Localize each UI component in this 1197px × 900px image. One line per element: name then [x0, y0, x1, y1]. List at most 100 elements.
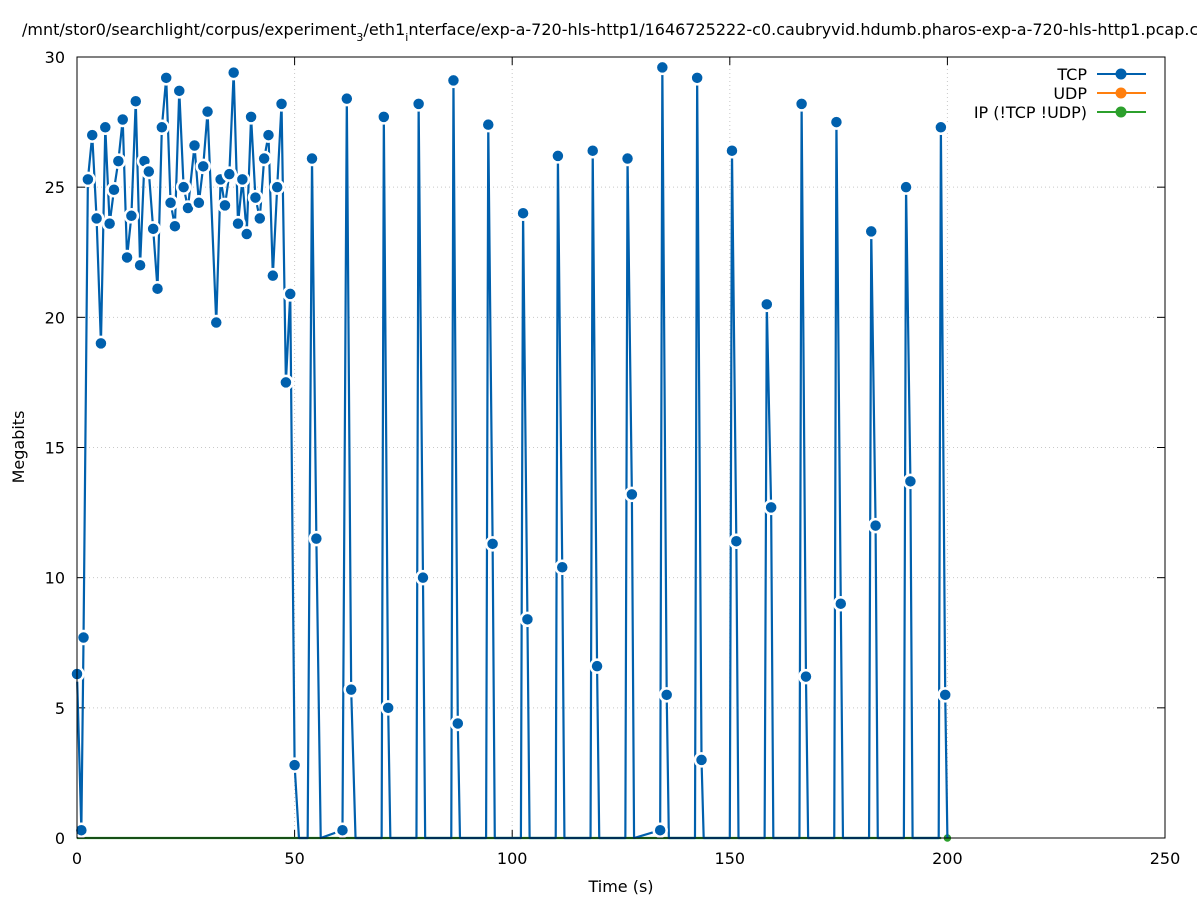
data-point-0 [484, 536, 501, 552]
data-point-0 [260, 127, 277, 143]
x-tick-label: 50 [284, 849, 304, 868]
chart-title-part-3: nterface/exp-a-720-hls-http1/1646725222-… [408, 20, 1197, 39]
data-point-0 [410, 96, 427, 112]
data-point-0 [238, 226, 255, 242]
data-point-0 [339, 90, 355, 107]
data-point-0 [933, 119, 949, 136]
data-point-0 [243, 109, 259, 125]
y-tick-label: 10 [45, 569, 65, 588]
chart-title: /mnt/stor0/searchlight/corpus/experiment… [22, 20, 1197, 44]
data-point-0 [171, 83, 188, 99]
data-point-0 [689, 70, 705, 86]
data-point-0 [728, 533, 745, 549]
data-point-0 [88, 210, 105, 227]
data-point-0 [73, 822, 90, 838]
x-tick-label: 100 [497, 849, 528, 868]
data-point-0 [199, 103, 216, 120]
data-point-0 [793, 96, 810, 112]
data-point-0 [343, 681, 359, 698]
grid-lines [77, 57, 1165, 838]
data-point-0 [93, 335, 109, 352]
data-point-0 [158, 70, 174, 86]
data-point-0 [282, 286, 298, 302]
data-point-0 [141, 163, 157, 180]
data-point-0 [110, 153, 127, 169]
data-point-0 [304, 150, 320, 167]
data-point-0 [693, 752, 710, 768]
data-point-0 [101, 215, 118, 232]
data-point-0 [550, 148, 566, 164]
data-point-0 [269, 179, 285, 195]
data-point-0 [97, 119, 114, 136]
data-point-0 [619, 150, 636, 167]
data-point-0 [450, 715, 466, 732]
data-point-0 [225, 64, 242, 81]
data-point-0 [833, 595, 849, 612]
data-point-0 [554, 559, 570, 576]
data-point-0 [84, 127, 100, 143]
data-point-0 [654, 59, 671, 76]
data-point-0 [380, 700, 396, 716]
data-point-0 [519, 611, 536, 628]
data-point-0 [106, 182, 122, 198]
data-point-0 [763, 499, 779, 516]
data-point-0 [128, 93, 144, 110]
chart-title-subscript-2: i [405, 31, 408, 44]
data-point-0 [286, 757, 303, 773]
data-point-0 [230, 215, 246, 232]
data-point-0 [247, 189, 264, 206]
y-tick-label: 20 [45, 308, 65, 327]
y-tick-label: 0 [55, 829, 65, 848]
x-tick-label: 250 [1150, 849, 1181, 868]
data-point-0 [308, 530, 325, 547]
data-point-0 [154, 119, 170, 136]
data-point-0 [798, 668, 814, 685]
data-point-0 [480, 116, 497, 133]
data-point-0 [149, 280, 166, 297]
data-point-0 [119, 249, 135, 266]
y-axis-label: Megabits [9, 411, 28, 484]
data-point-0 [624, 486, 640, 503]
data-point-0 [162, 195, 179, 211]
data-point-0 [415, 569, 431, 586]
data-point-0 [252, 210, 268, 227]
data-point-0 [256, 150, 272, 167]
axes: 0 50 100 150 200 250 0 5 10 15 20 25 30 [45, 48, 1181, 868]
data-point-0 [759, 296, 775, 313]
data-point-0 [589, 658, 605, 674]
data-point-0 [221, 166, 238, 182]
data-point-0 [75, 629, 92, 646]
series-layer [69, 59, 954, 845]
chart-title-part-1: /mnt/stor0/searchlight/corpus/experiment [22, 20, 356, 39]
data-point-0 [114, 111, 131, 128]
data-point-0 [658, 687, 675, 703]
data-point-0 [278, 374, 294, 391]
chart-title-subscript-1: 3 [356, 31, 363, 44]
data-point-0 [217, 197, 233, 214]
data-point-0 [265, 267, 281, 284]
data-point-0 [515, 205, 531, 221]
legend-swatch-marker [1115, 87, 1127, 99]
data-point-0 [724, 142, 740, 159]
plot-frame [76, 56, 1166, 839]
y-tick-label: 30 [45, 48, 65, 67]
data-point-0 [191, 195, 207, 211]
data-point-0 [652, 822, 668, 838]
legend-swatch-marker [1115, 68, 1127, 80]
data-point-0 [123, 208, 140, 224]
x-tick-label: 200 [932, 849, 963, 868]
data-point-0 [902, 473, 919, 490]
data-point-0 [175, 179, 192, 195]
data-point-0 [145, 221, 161, 237]
legend-label: IP (!TCP !UDP) [974, 103, 1087, 122]
x-tick-label: 0 [72, 849, 82, 868]
data-point-0 [208, 314, 225, 331]
data-point-0 [828, 114, 845, 130]
x-tick-label: 150 [715, 849, 746, 868]
data-point-0 [167, 218, 183, 234]
data-point-0 [273, 96, 290, 112]
legend-swatch-marker [1115, 106, 1127, 118]
legend-label: UDP [1053, 84, 1087, 103]
